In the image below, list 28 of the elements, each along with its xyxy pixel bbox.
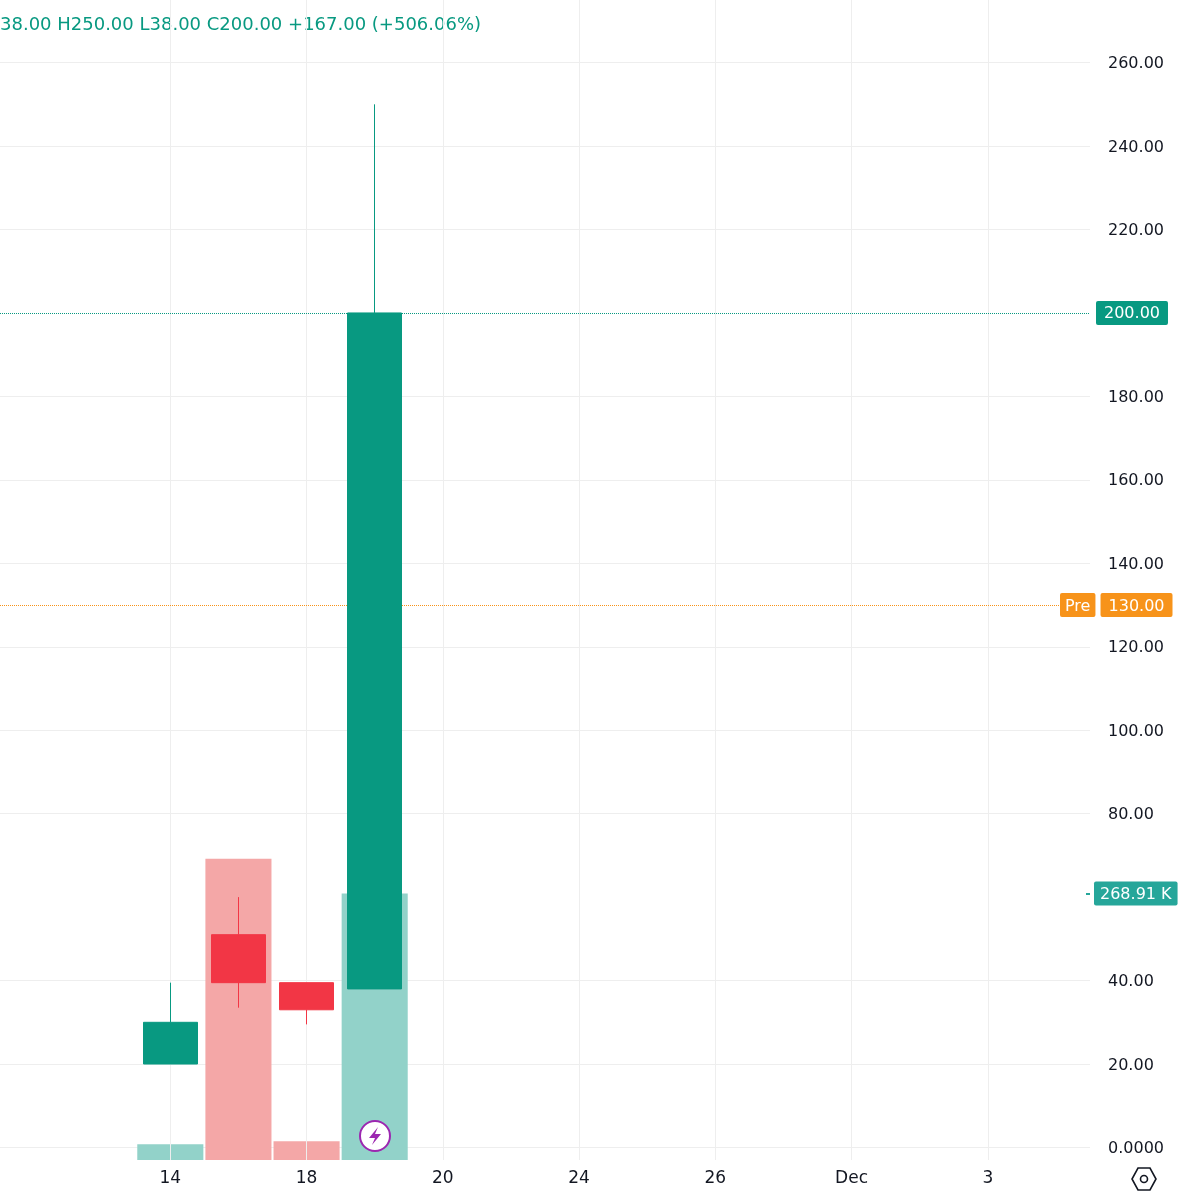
x-tick-label: 3 bbox=[982, 1167, 994, 1187]
y2-tick-label: 268.91 K bbox=[1100, 884, 1173, 904]
y-tick-label: 220.00 bbox=[1108, 220, 1164, 239]
bar bbox=[137, 1144, 204, 1160]
y-tick-label: 180.00 bbox=[1108, 386, 1164, 406]
candlestick bbox=[279, 982, 334, 1025]
y-tick-label: 140.00 bbox=[1108, 553, 1164, 573]
y-tick-label: 120.00 bbox=[1108, 637, 1164, 657]
y-tick-label: 20.00 bbox=[1108, 1054, 1154, 1074]
ref-line-label: Pre 130.00 bbox=[1065, 595, 1165, 615]
annotation: 38.00 H250.00 L38.00 C200.00 +167.00 (+506.06%) bbox=[0, 12, 482, 34]
ref-line-label: 200.00 bbox=[1104, 303, 1160, 323]
bar bbox=[273, 1141, 340, 1160]
x-tick-label: 24 bbox=[568, 1167, 590, 1187]
y-tick-label: 240.00 bbox=[1108, 136, 1164, 156]
x-tick-label: 14 bbox=[159, 1167, 182, 1187]
x-tick-label: 18 bbox=[295, 1167, 318, 1187]
candlestick bbox=[211, 896, 266, 1009]
y-tick-label: 160.00 bbox=[1108, 470, 1164, 490]
candlestick bbox=[143, 982, 198, 1065]
x-tick-label: 20 bbox=[431, 1167, 454, 1187]
y-tick-label: 100.00 bbox=[1108, 720, 1164, 740]
y-tick-label: 0.0000 bbox=[1108, 1137, 1164, 1157]
x-tick-label: Dec bbox=[835, 1167, 869, 1187]
y-tick-label: 40.00 bbox=[1108, 971, 1154, 991]
y-tick-label: 260.00 bbox=[1108, 53, 1164, 73]
y-tick-label: 80.00 bbox=[1108, 804, 1154, 824]
x-tick-label: 26 bbox=[704, 1167, 727, 1187]
